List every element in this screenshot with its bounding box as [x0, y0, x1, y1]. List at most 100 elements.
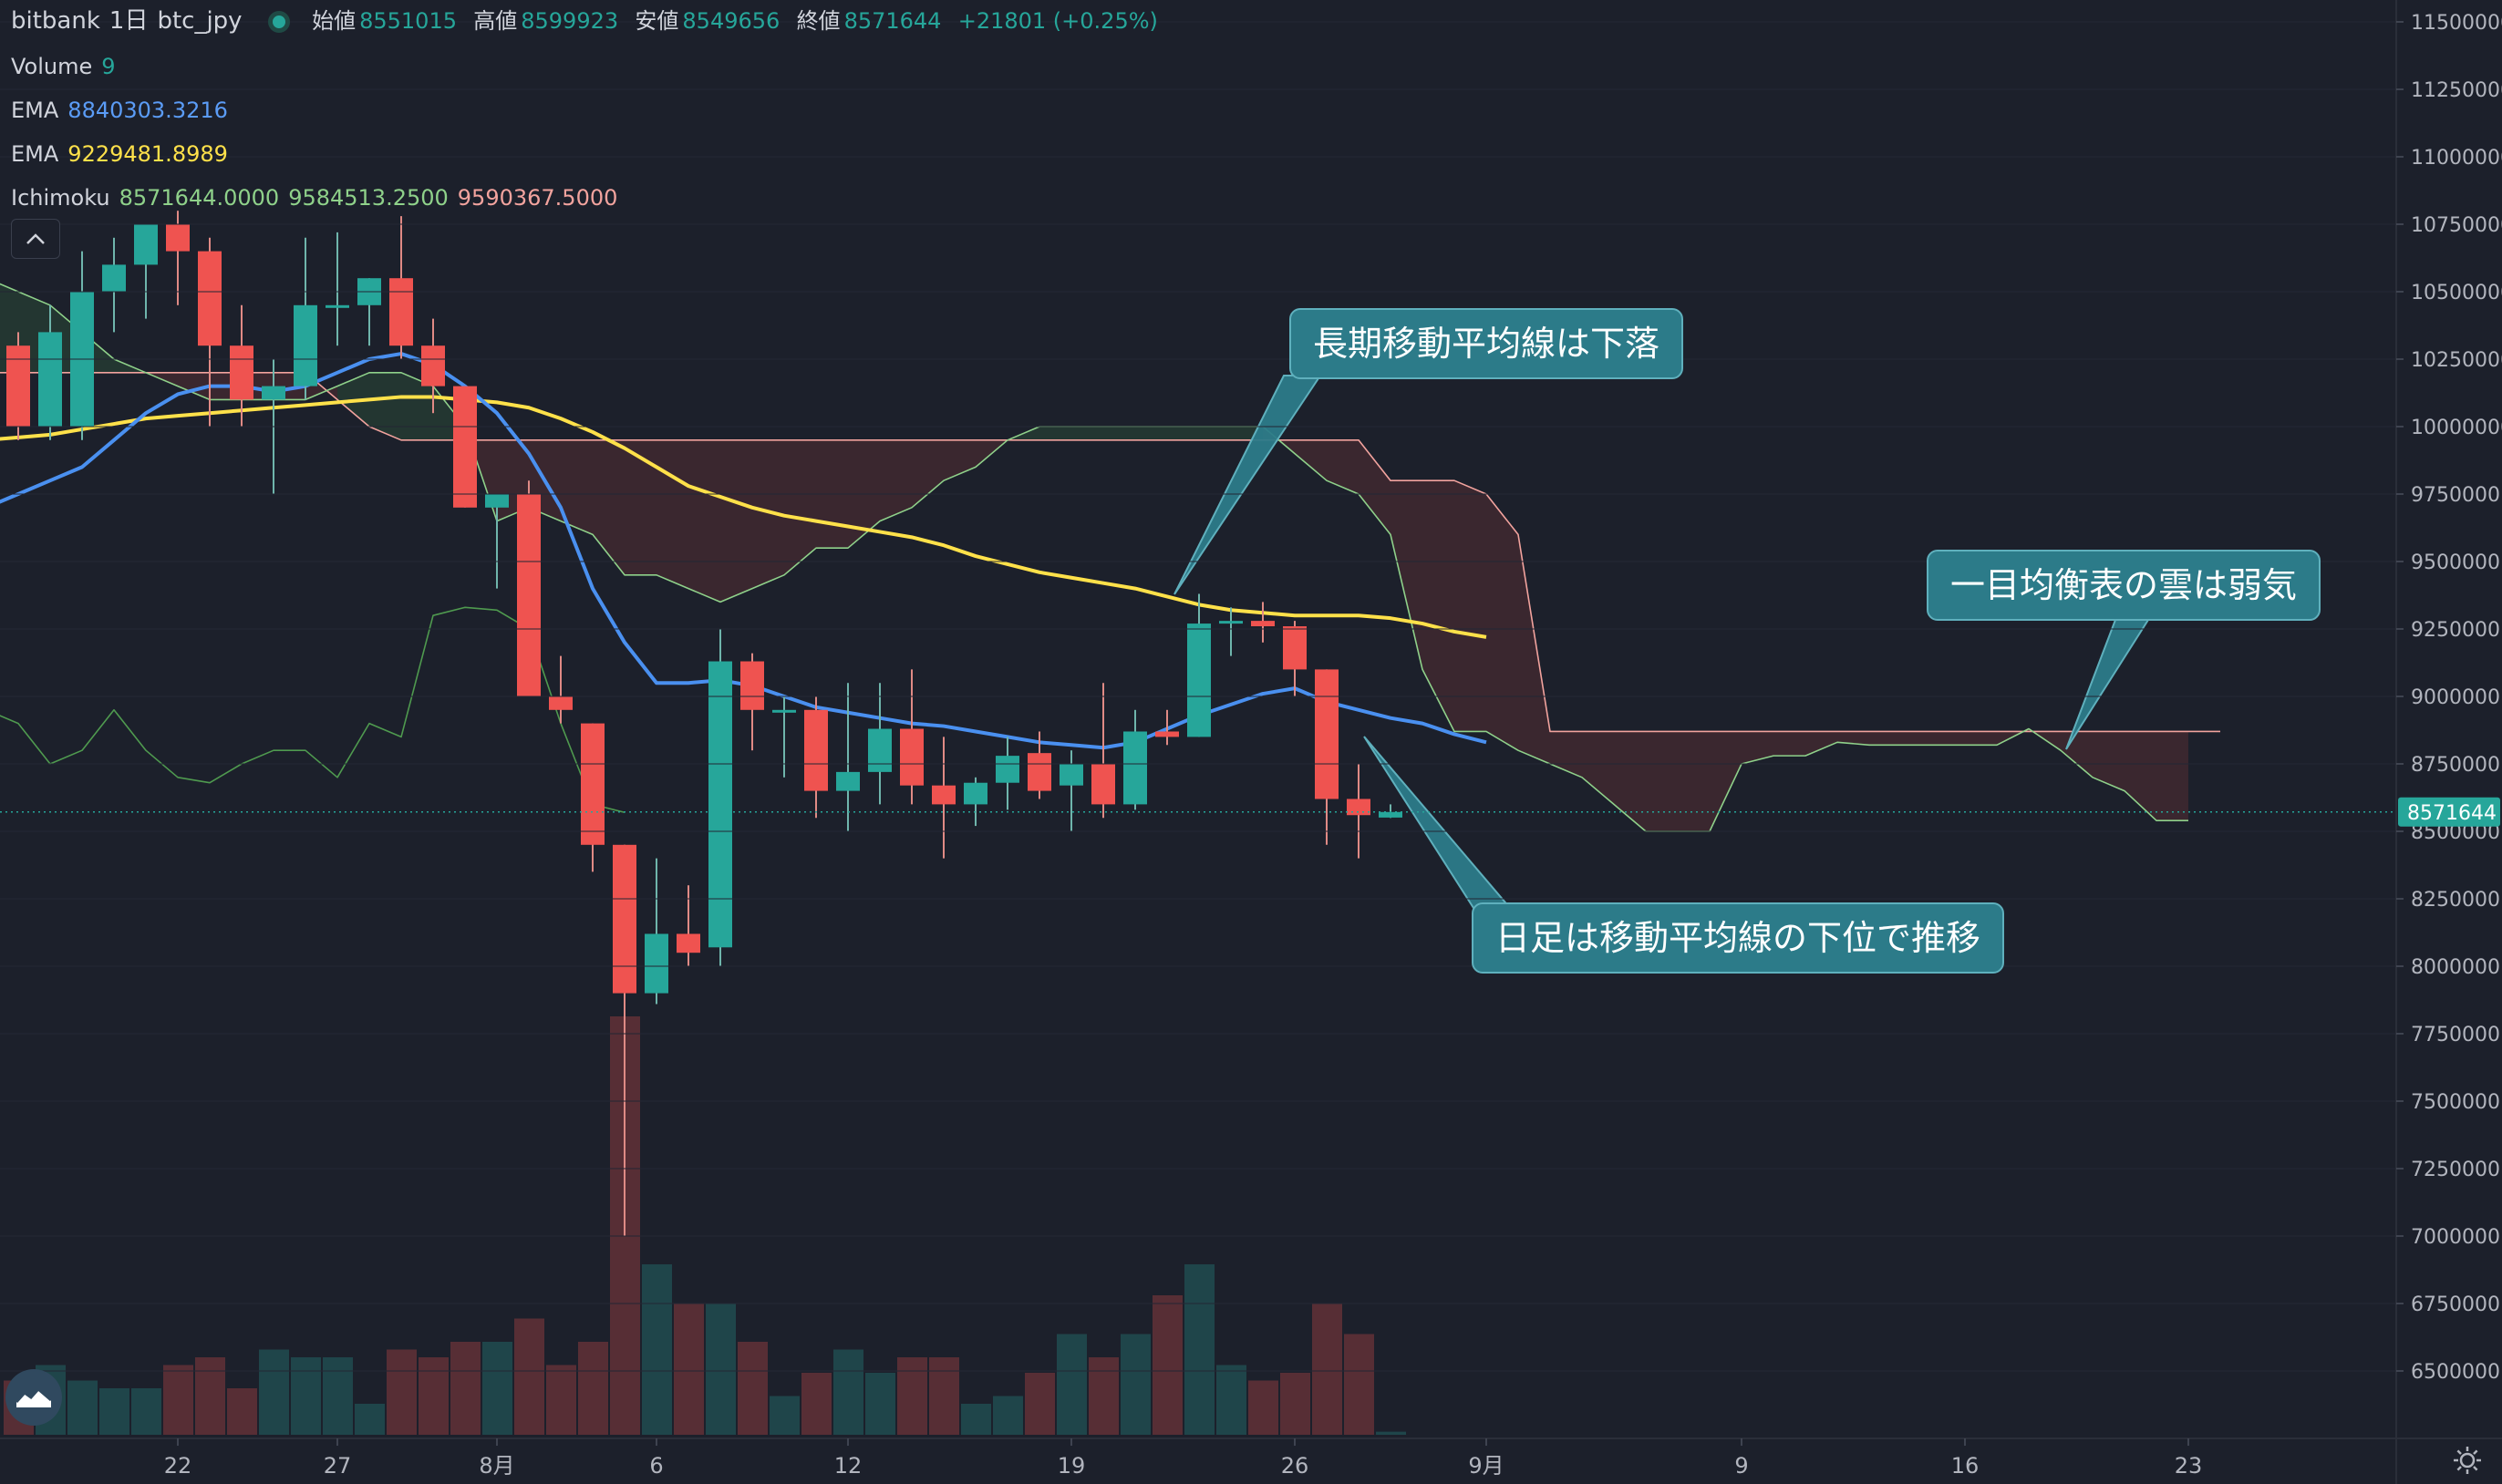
candle-body[interactable] [1155, 731, 1179, 737]
ema1-legend[interactable]: EMA 8840303.3216 [11, 95, 237, 126]
volume-bar [1376, 1431, 1406, 1435]
candle-body[interactable] [1187, 623, 1211, 737]
candle-body[interactable] [38, 332, 62, 427]
candle-body[interactable] [1251, 621, 1275, 627]
cloud-segment [1678, 731, 1710, 831]
cloud-segment [2156, 731, 2188, 821]
symbol-header: bitbank 1日 btc_jpy 始値 8551015 高値 8599923 安値 8… [11, 5, 1167, 36]
candle-body[interactable] [421, 345, 445, 386]
candle-body[interactable] [326, 304, 349, 308]
ichimoku-value-1: 8571644.0000 [119, 185, 280, 211]
candle-body[interactable] [294, 304, 317, 386]
candle-body[interactable] [549, 696, 573, 710]
candle-body[interactable] [485, 494, 509, 508]
ema2-value: 9229481.8989 [67, 141, 228, 167]
x-tick-label: 16 [1951, 1453, 1980, 1479]
candle-body[interactable] [102, 264, 126, 292]
cloud-segment [1710, 731, 1742, 831]
y-tick-label: 8250000 [2411, 889, 2500, 912]
cloud-segment [688, 439, 720, 603]
volume-bar [865, 1373, 895, 1435]
candle-body[interactable] [836, 771, 860, 791]
candle-body[interactable] [1219, 621, 1243, 624]
cloud-segment [1550, 731, 1582, 778]
ichimoku-legend[interactable]: Ichimoku 8571644.0000 9584513.2500 9590367.… [11, 182, 626, 213]
y-tick-label: 8750000 [2411, 754, 2500, 777]
interval-label[interactable]: 1日 [109, 7, 149, 35]
candle-body[interactable] [581, 723, 605, 845]
candle-body[interactable] [1315, 669, 1339, 799]
candle-body[interactable] [613, 844, 636, 994]
gear-icon[interactable] [2451, 1444, 2484, 1477]
candles [6, 211, 1402, 1236]
candle-body[interactable] [230, 345, 253, 400]
candle-body[interactable] [645, 933, 668, 994]
volume-bar [897, 1357, 927, 1435]
volume-bar [387, 1349, 417, 1435]
volume-legend[interactable]: Volume 9 [11, 51, 125, 82]
candle-body[interactable] [868, 728, 892, 772]
candle-body[interactable] [1283, 626, 1307, 670]
y-tick-label: 11500000 [2411, 12, 2502, 35]
cloud-segment [1422, 480, 1454, 732]
cloud-segment [752, 439, 784, 589]
volume-bar [993, 1396, 1023, 1435]
candle-body[interactable] [198, 251, 222, 346]
candle-body[interactable] [804, 709, 828, 791]
volume-bar [770, 1396, 800, 1435]
candle-body[interactable] [1123, 731, 1147, 805]
x-tick-label: 9 [1734, 1453, 1748, 1479]
cloud-segment [1646, 731, 1678, 831]
volume-bar [961, 1404, 991, 1435]
symbol-label[interactable]: btc_jpy [157, 7, 243, 35]
candle-body[interactable] [134, 224, 158, 265]
volume-bar [291, 1357, 321, 1435]
candle-body[interactable] [1028, 753, 1051, 791]
candle-body[interactable] [772, 709, 796, 713]
candle-body[interactable] [1347, 799, 1370, 816]
ichimoku-value-2: 9584513.2500 [288, 185, 449, 211]
ichimoku-value-3: 9590367.5000 [457, 185, 618, 211]
candle-body[interactable] [900, 728, 924, 786]
cloud-segment [657, 439, 688, 589]
open-label: 始値 [312, 8, 357, 34]
cloud-segment [1039, 427, 1071, 440]
candle-body[interactable] [1060, 764, 1083, 786]
callout-pointers [1173, 375, 2150, 909]
callout-daily: 日足は移動平均線の下位で推移 [1472, 902, 2005, 974]
callout-cloud: 一目均衡表の雲は弱気 [1927, 550, 2321, 621]
candle-body[interactable] [517, 494, 541, 696]
candle-body[interactable] [1379, 811, 1402, 818]
cloud-segment [1167, 427, 1199, 440]
cloud-segment [401, 372, 433, 440]
candle-body[interactable] [996, 756, 1019, 783]
cloud-segment [1773, 731, 1805, 757]
y-tick-label: 7000000 [2411, 1226, 2500, 1249]
candle-body[interactable] [708, 661, 732, 948]
cloud-segment [1359, 439, 1391, 535]
candle-body[interactable] [932, 785, 956, 805]
collapse-legend-button[interactable] [11, 219, 60, 259]
volume-bar [67, 1380, 98, 1435]
candle-body[interactable] [1091, 764, 1115, 805]
cloud-segment [784, 439, 816, 575]
candle-body[interactable] [453, 386, 477, 508]
candle-body[interactable] [166, 224, 190, 252]
volume-bar [546, 1365, 576, 1435]
y-tick-label: 10000000 [2411, 417, 2502, 439]
y-tick-label: 9250000 [2411, 619, 2500, 642]
open-value: 8551015 [359, 8, 457, 34]
candle-body[interactable] [740, 661, 764, 710]
candle-body[interactable] [964, 782, 987, 805]
x-tick-label: 22 [164, 1453, 192, 1479]
candle-body[interactable] [262, 386, 285, 400]
candle-body[interactable] [6, 345, 30, 427]
y-tick-label: 7500000 [2411, 1091, 2500, 1114]
candle-body[interactable] [389, 278, 413, 346]
ema2-legend[interactable]: EMA 9229481.8989 [11, 139, 237, 170]
candle-body[interactable] [677, 933, 700, 953]
tradingview-logo-icon[interactable] [5, 1369, 62, 1426]
y-tick-label: 9000000 [2411, 686, 2500, 709]
